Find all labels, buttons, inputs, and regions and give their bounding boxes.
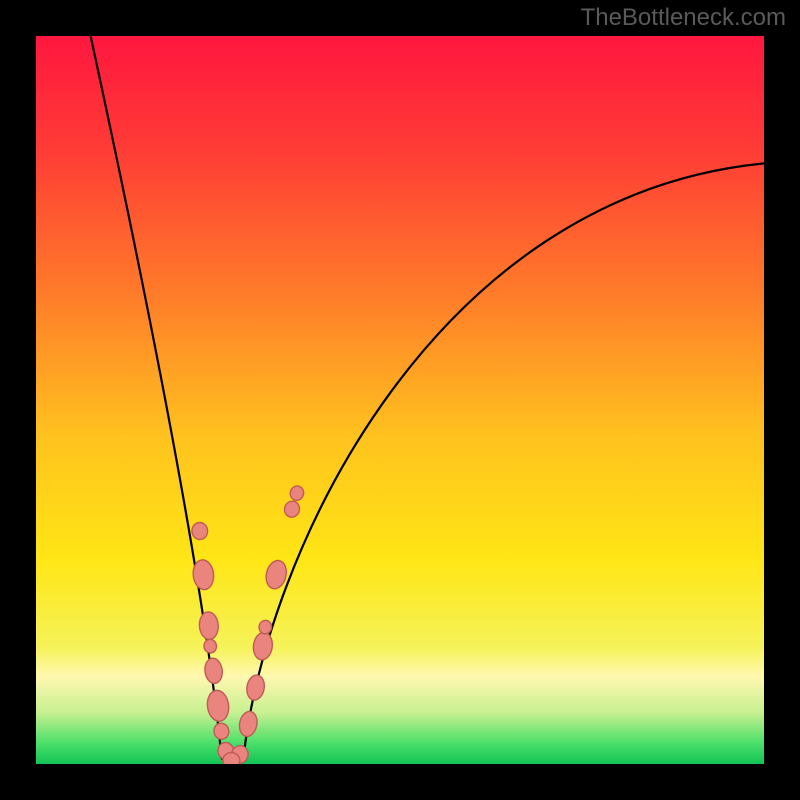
gradient-background [36,36,764,764]
marker-left [191,522,208,540]
marker-floor [223,753,240,764]
watermark-text: TheBottleneck.com [581,4,786,32]
bottleneck-chart [36,36,764,764]
